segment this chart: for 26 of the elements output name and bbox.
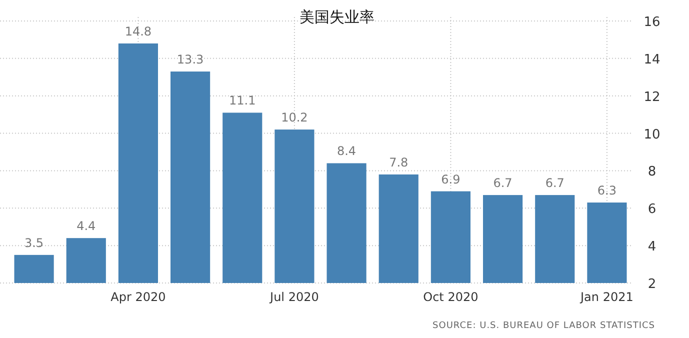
x-tick-label: Jul 2020 — [269, 290, 319, 304]
data-label: 3.5 — [24, 236, 44, 250]
y-tick-label: 8 — [648, 164, 656, 180]
data-label: 4.4 — [76, 219, 96, 234]
y-tick-label: 4 — [648, 240, 656, 255]
data-label: 11.1 — [229, 94, 256, 108]
data-label: 8.4 — [336, 144, 356, 158]
x-tick-label: Jan 2021 — [580, 290, 634, 304]
y-tick-label: 16 — [644, 15, 660, 30]
y-tick-label: 14 — [644, 52, 660, 68]
data-label: 6.7 — [493, 176, 512, 190]
data-label: 7.8 — [389, 155, 408, 170]
data-label: 6.7 — [545, 176, 564, 190]
y-tick-label: 10 — [644, 127, 660, 142]
y-tick-label: 2 — [648, 277, 656, 292]
y-tick-label: 12 — [644, 90, 660, 105]
y-tick-label: 6 — [648, 202, 656, 218]
source-note: SOURCE: U.S. BUREAU OF LABOR STATISTICS — [432, 321, 655, 331]
chart-title: 美国失业率 — [300, 8, 374, 26]
data-label: 14.8 — [124, 24, 152, 38]
data-label: 10.2 — [281, 110, 308, 125]
data-label: 13.3 — [176, 52, 204, 67]
data-label: 6.9 — [441, 172, 460, 186]
x-tick-label: Oct 2020 — [423, 290, 478, 304]
data-label: 6.3 — [597, 184, 617, 198]
x-tick-label: Apr 2020 — [110, 290, 166, 304]
